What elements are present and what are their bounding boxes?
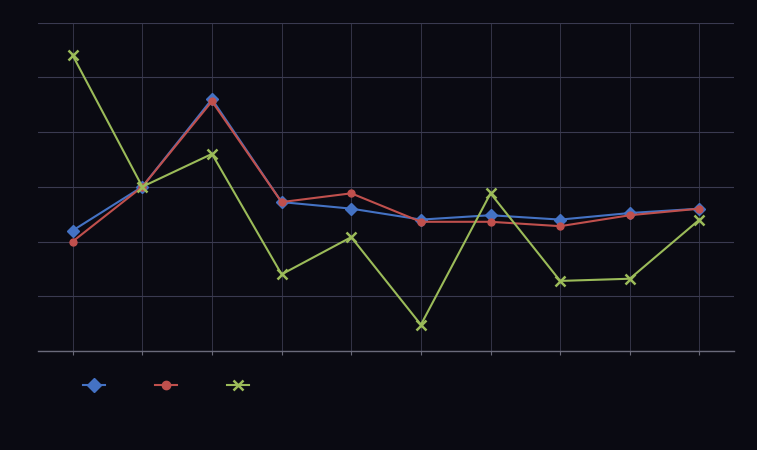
Legend: , , : , , [78, 376, 260, 395]
